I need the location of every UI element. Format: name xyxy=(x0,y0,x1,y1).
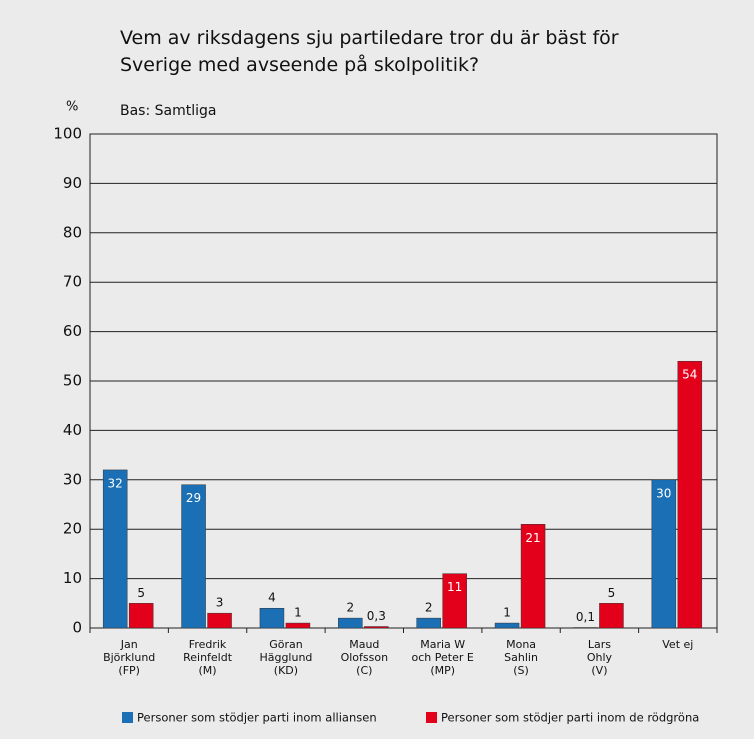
bar xyxy=(181,484,206,629)
y-tick-label: 100 xyxy=(53,125,82,143)
bar xyxy=(416,617,441,629)
bar xyxy=(651,479,677,629)
data-label: 30 xyxy=(656,486,671,500)
y-tick-label: 20 xyxy=(63,520,82,538)
bar xyxy=(494,622,520,629)
legend-label: Personer som stödjer parti inom de rödgr… xyxy=(441,711,699,725)
data-label: 21 xyxy=(525,531,540,545)
y-axis-label: % xyxy=(66,100,78,115)
bar xyxy=(364,626,389,629)
x-tick-label: Lars Ohly (V) xyxy=(587,638,613,677)
y-tick-label: 50 xyxy=(63,372,82,390)
x-tick-label: Maud Olofsson (C) xyxy=(341,638,389,677)
y-tick-label: 90 xyxy=(63,174,82,192)
bar xyxy=(285,622,311,629)
y-tick-label: 80 xyxy=(63,223,82,241)
chart-title: Vem av riksdagens sju partiledare tror d… xyxy=(120,27,619,76)
y-tick-label: 60 xyxy=(63,322,82,340)
data-label: 2 xyxy=(425,601,433,615)
y-tick-label: 10 xyxy=(63,569,82,587)
x-tick-label: Fredrik Reinfeldt (M) xyxy=(183,638,233,677)
legend-swatch xyxy=(426,712,437,723)
legend-swatch xyxy=(122,712,133,723)
data-label: 0,1 xyxy=(576,610,595,624)
data-label: 2 xyxy=(346,601,354,615)
data-label: 5 xyxy=(608,586,616,600)
y-tick-label: 70 xyxy=(63,273,82,291)
data-label: 32 xyxy=(108,476,123,490)
bar xyxy=(259,607,285,629)
data-label: 4 xyxy=(268,591,276,605)
bar xyxy=(338,617,363,629)
y-tick-label: 40 xyxy=(63,421,82,439)
data-label: 5 xyxy=(137,586,145,600)
y-tick-label: 30 xyxy=(63,470,82,488)
data-label: 54 xyxy=(682,368,697,382)
bar xyxy=(599,603,624,629)
bar xyxy=(207,612,232,629)
bar xyxy=(677,360,703,629)
bar xyxy=(442,573,467,629)
bar xyxy=(102,469,128,629)
bar xyxy=(128,603,154,629)
legend-label: Personer som stödjer parti inom allianse… xyxy=(137,711,377,725)
x-tick-label: Mona Sahlin (S) xyxy=(504,638,538,677)
x-tick-label: Göran Hägglund (KD) xyxy=(259,638,312,677)
bar xyxy=(573,627,598,629)
y-tick-label: 0 xyxy=(72,619,82,637)
data-label: 11 xyxy=(447,580,462,594)
data-label: 29 xyxy=(186,491,201,505)
x-tick-label: Vet ej xyxy=(662,638,693,651)
data-label: 1 xyxy=(503,606,511,620)
bar xyxy=(520,524,546,629)
data-label: 3 xyxy=(216,596,224,610)
subtitle: Bas: Samtliga xyxy=(120,103,216,119)
x-tick-label: Jan Björklund (FP) xyxy=(103,638,155,677)
data-label: 0,3 xyxy=(367,609,386,623)
data-label: 1 xyxy=(294,606,302,620)
